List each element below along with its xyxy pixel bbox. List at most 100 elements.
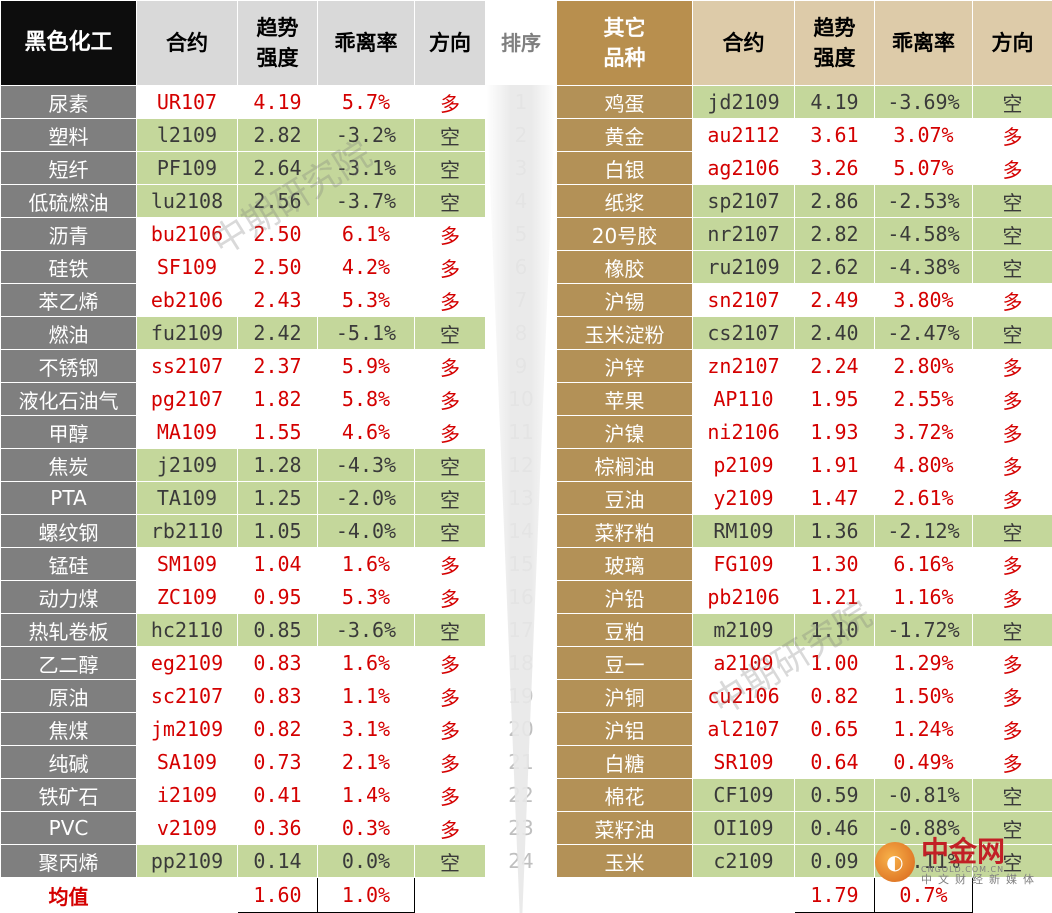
right-trend-strength: 1.00 (794, 646, 875, 680)
left-trend-strength: 1.05 (237, 514, 318, 548)
right-trend-strength: 0.82 (794, 679, 875, 713)
left-contract: UR107 (136, 85, 238, 119)
right-contract: p2109 (692, 448, 795, 482)
right-direction: 空 (972, 250, 1052, 284)
left-trend-strength: 0.95 (237, 580, 318, 614)
left-direction: 多 (414, 811, 486, 845)
left-direction: 多 (414, 349, 486, 383)
left-commodity-name: 原油 (0, 679, 137, 713)
right-direction: 多 (972, 415, 1052, 449)
right-contract: au2112 (692, 118, 795, 152)
right-deviation: -3.69% (874, 85, 973, 119)
left-commodity-name: 塑料 (0, 118, 137, 152)
left-direction: 多 (414, 217, 486, 251)
right-contract: jd2109 (692, 85, 795, 119)
right-commodity-name: 白银 (556, 151, 693, 185)
right-contract: m2109 (692, 613, 795, 647)
left-trend-strength: 2.37 (237, 349, 318, 383)
left-commodity-name: 动力煤 (0, 580, 137, 614)
right-trend-strength: 2.49 (794, 283, 875, 317)
right-trend-strength: 0.09 (794, 844, 875, 878)
table-row: 苯乙烯 eb2106 2.43 5.3% 多 7 沪锡 sn2107 2.49 3.80% 多 (0, 283, 1052, 317)
left-deviation: 5.9% (317, 349, 415, 383)
table-row: 乙二醇 eg2109 0.83 1.6% 多 18 豆一 a2109 1.00 1.29% 多 (0, 646, 1052, 680)
right-trend-strength: 2.24 (794, 349, 875, 383)
table-row: 热轧卷板 hc2110 0.85 -3.6% 空 17 豆粕 m2109 1.10 -1.72% 空 (0, 613, 1052, 647)
right-direction: 空 (972, 184, 1052, 218)
left-deviation: -3.7% (317, 184, 415, 218)
right-contract: pb2106 (692, 580, 795, 614)
right-deviation: 1.50% (874, 679, 973, 713)
left-contract: bu2106 (136, 217, 238, 251)
left-deviation: 0.0% (317, 844, 415, 878)
left-contract: sc2107 (136, 679, 238, 713)
left-commodity-name: 苯乙烯 (0, 283, 137, 317)
right-trend-strength: 2.40 (794, 316, 875, 350)
header-row: 黑色化工 合约 趋势 强度 乖离率 方向 排序 其它 品种 合约 趋势 强度 乖离率 … (0, 0, 1052, 86)
right-deviation: 3.72% (874, 415, 973, 449)
left-direction: 空 (414, 184, 486, 218)
right-deviation: 1.16% (874, 580, 973, 614)
left-direction: 多 (414, 547, 486, 581)
left-commodity-name: 铁矿石 (0, 778, 137, 812)
right-contract: FG109 (692, 547, 795, 581)
right-deviation: -2.53% (874, 184, 973, 218)
right-direction: 多 (972, 448, 1052, 482)
left-trend-strength: 0.83 (237, 679, 318, 713)
left-trend-strength: 0.85 (237, 613, 318, 647)
table-body: 尿素 UR107 4.19 5.7% 多 1 鸡蛋 jd2109 4.19 -3.69% 空塑料 l2… (0, 85, 1052, 878)
right-contract: al2107 (692, 712, 795, 746)
right-contract: CF109 (692, 778, 795, 812)
right-commodity-name: 棉花 (556, 778, 693, 812)
right-direction: 空 (972, 217, 1052, 251)
left-commodity-name: 沥青 (0, 217, 137, 251)
left-trend-strength: 0.83 (237, 646, 318, 680)
rank-number: 18 (485, 646, 557, 680)
table-row: 螺纹钢 rb2110 1.05 -4.0% 空 14 菜籽粕 RM109 1.36 -2.12% 空 (0, 514, 1052, 548)
left-commodity-name: 焦炭 (0, 448, 137, 482)
right-commodity-name: 菜籽粕 (556, 514, 693, 548)
right-commodity-name: 棕榈油 (556, 448, 693, 482)
left-direction: 空 (414, 118, 486, 152)
right-direction: 多 (972, 349, 1052, 383)
rank-number: 8 (485, 316, 557, 350)
table-row: 尿素 UR107 4.19 5.7% 多 1 鸡蛋 jd2109 4.19 -3.69% 空 (0, 85, 1052, 119)
left-contract: l2109 (136, 118, 238, 152)
rank-number: 2 (485, 118, 557, 152)
right-trend-strength: 3.61 (794, 118, 875, 152)
right-direction: 多 (972, 745, 1052, 779)
right-commodity-name: 苹果 (556, 382, 693, 416)
left-trend-strength: 1.25 (237, 481, 318, 515)
right-contract: sp2107 (692, 184, 795, 218)
left-commodity-name: 乙二醇 (0, 646, 137, 680)
right-trend-strength: 3.26 (794, 151, 875, 185)
left-contract: ss2107 (136, 349, 238, 383)
rank-number: 4 (485, 184, 557, 218)
left-contract: j2109 (136, 448, 238, 482)
left-direction: 空 (414, 844, 486, 878)
right-commodity-name: 沪锡 (556, 283, 693, 317)
right-contract: RM109 (692, 514, 795, 548)
table-row: 沥青 bu2106 2.50 6.1% 多 5 20号胶 nr2107 2.82 -4.58% 空 (0, 217, 1052, 251)
table-row: 纯碱 SA109 0.73 2.1% 多 21 白糖 SR109 0.64 0.49% 多 (0, 745, 1052, 779)
right-direction: 多 (972, 646, 1052, 680)
average-empty-cell (972, 877, 1052, 913)
rank-number: 23 (485, 811, 557, 845)
header-deviation-right: 乖离率 (874, 0, 973, 86)
right-direction: 空 (972, 811, 1052, 845)
left-contract: lu2108 (136, 184, 238, 218)
left-contract: pp2109 (136, 844, 238, 878)
right-contract: AP110 (692, 382, 795, 416)
left-contract: ZC109 (136, 580, 238, 614)
right-trend-strength: 1.30 (794, 547, 875, 581)
left-direction: 多 (414, 778, 486, 812)
rank-number: 11 (485, 415, 557, 449)
right-commodity-name: 20号胶 (556, 217, 693, 251)
left-contract: fu2109 (136, 316, 238, 350)
left-contract: hc2110 (136, 613, 238, 647)
right-trend-strength: 0.65 (794, 712, 875, 746)
right-deviation: -0.88% (874, 811, 973, 845)
table-row: 原油 sc2107 0.83 1.1% 多 19 沪铜 cu2106 0.82 1.50% 多 (0, 679, 1052, 713)
average-right-deviation: 0.7% (874, 877, 973, 913)
right-direction: 空 (972, 613, 1052, 647)
